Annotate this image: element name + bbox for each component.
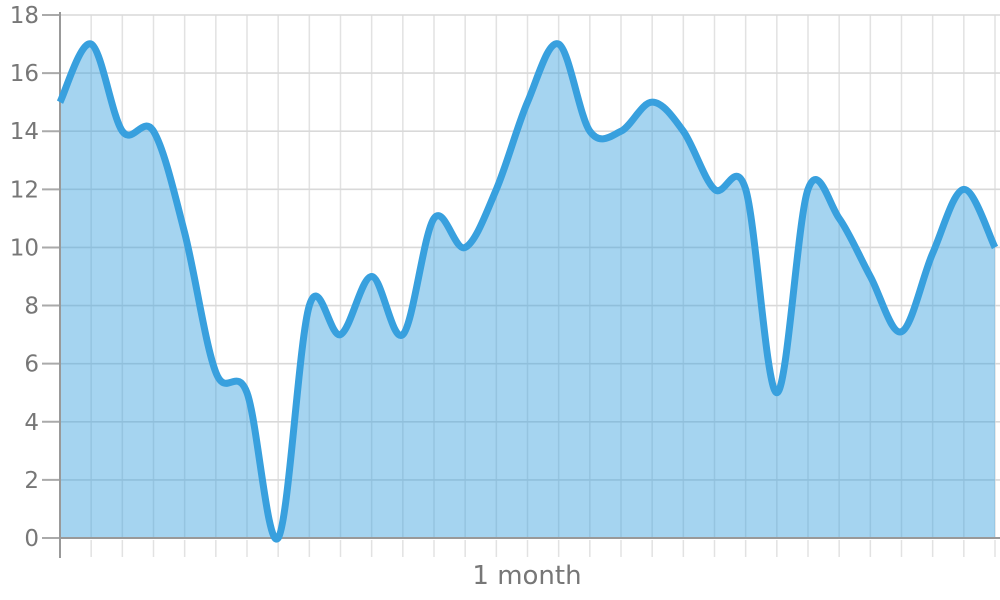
y-axis-tick-label: 14 — [10, 119, 39, 145]
area-fill — [60, 43, 995, 540]
y-axis-labels: 0 2 4 6 8 10 12 14 16 18 — [10, 3, 39, 552]
y-axis-tick-label: 16 — [10, 61, 39, 87]
series-line — [56, 40, 999, 543]
y-axis-tick-dashes — [42, 14, 59, 539]
y-axis-tick-label: 0 — [24, 526, 39, 552]
y-axis-tick-label: 2 — [24, 468, 39, 494]
y-axis-tick-label: 8 — [24, 294, 39, 320]
x-axis-label: 1 month — [472, 561, 581, 591]
horizontal-gridlines — [60, 14, 1000, 539]
y-axis-tick-label: 18 — [10, 3, 39, 29]
vertical-gridlines — [59, 15, 996, 538]
y-axis-tick-label: 4 — [24, 410, 39, 436]
x-axis-ticks — [59, 540, 996, 557]
y-axis-tick-label: 6 — [24, 352, 39, 378]
y-axis-tick-label: 10 — [10, 235, 39, 261]
y-axis-tick-label: 12 — [10, 177, 39, 203]
